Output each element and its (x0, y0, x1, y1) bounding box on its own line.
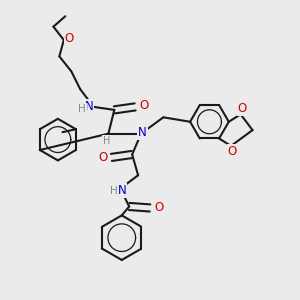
Text: N: N (138, 126, 147, 139)
Text: H: H (103, 136, 111, 146)
Text: O: O (228, 145, 237, 158)
Text: H: H (78, 104, 86, 114)
Text: O: O (140, 99, 149, 112)
Text: O: O (238, 103, 247, 116)
Text: O: O (98, 151, 108, 164)
Text: O: O (154, 202, 164, 214)
Text: O: O (64, 32, 74, 45)
Text: H: H (110, 186, 118, 196)
Text: N: N (85, 100, 93, 112)
Text: N: N (117, 184, 126, 196)
